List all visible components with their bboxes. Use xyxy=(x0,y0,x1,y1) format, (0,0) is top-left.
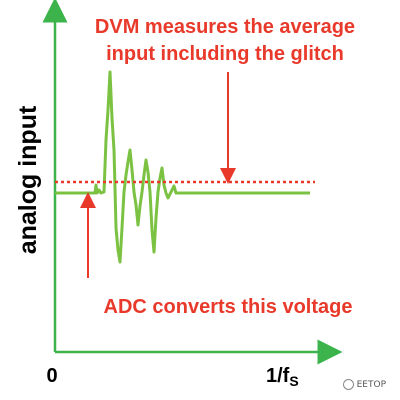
watermark: EETOP xyxy=(342,379,386,390)
watermark-text: EETOP xyxy=(356,379,386,390)
x-axis-end-label-main: 1/f xyxy=(266,365,290,387)
annotation-dvm-line2: input including the glitch xyxy=(106,43,344,65)
y-axis-label: analog input xyxy=(14,105,42,254)
glitch-signal-line xyxy=(55,70,310,264)
x-axis-origin-label: 0 xyxy=(46,365,57,387)
wechat-logo-icon xyxy=(342,379,354,390)
annotation-dvm-line1: DVM measures the average xyxy=(95,16,355,38)
annotation-adc: ADC converts this voltage xyxy=(104,296,353,318)
x-axis-end-label-sub: S xyxy=(289,373,298,389)
x-axis-end-label: 1/fS xyxy=(266,365,299,389)
